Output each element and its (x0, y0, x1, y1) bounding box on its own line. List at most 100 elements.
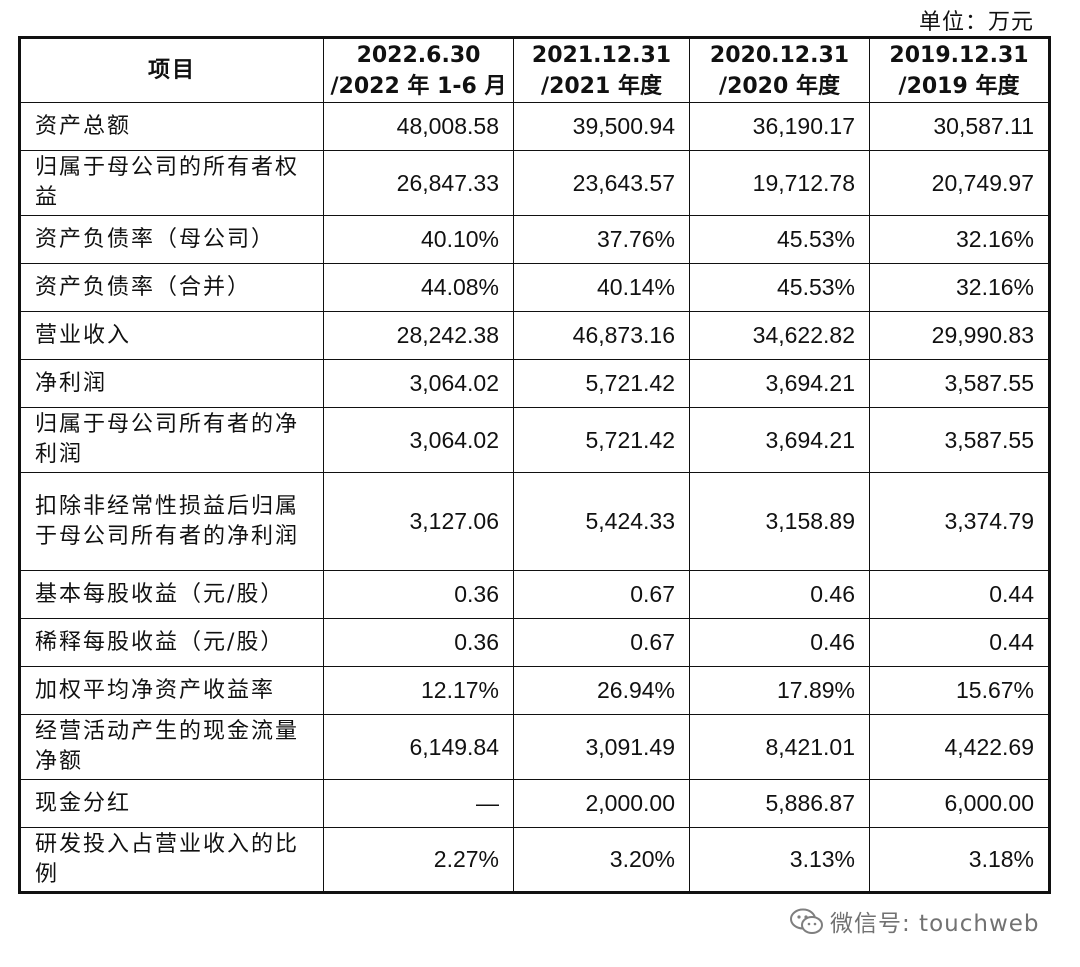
cell-value: 30,587.11 (869, 102, 1050, 151)
header-2019: 2019.12.31/2019 年度 (869, 37, 1050, 103)
table-row: 经营活动产生的现金流量净额 6,149.84 3,091.49 8,421.01 4,4… (19, 714, 1050, 780)
cell-value: 36,190.17 (689, 102, 870, 151)
table-row: 资产负债率（母公司） 40.10% 37.76% 45.53% 32.16% (19, 215, 1050, 264)
cell-value: 45.53% (689, 263, 870, 312)
row-label: 净利润 (19, 359, 324, 408)
cell-value: 15.67% (869, 666, 1050, 715)
cell-value: 3.13% (689, 827, 870, 893)
header-line1: 2020.12.31 (709, 42, 850, 68)
header-line2: /2022 年 1-6 月 (330, 73, 507, 99)
cell-value: 3,587.55 (869, 359, 1050, 408)
cell-value: 3,091.49 (513, 714, 690, 780)
cell-value: 3.20% (513, 827, 690, 893)
cell-value: 19,712.78 (689, 150, 870, 216)
cell-value: 26.94% (513, 666, 690, 715)
row-label: 基本每股收益（元/股） (19, 570, 324, 619)
cell-value: 3,694.21 (689, 407, 870, 473)
cell-value: 5,886.87 (689, 779, 870, 828)
table-row: 加权平均净资产收益率 12.17% 26.94% 17.89% 15.67% (19, 666, 1050, 715)
table-row: 归属于母公司所有者的净利润 3,064.02 5,721.42 3,694.21 3,5… (19, 407, 1050, 473)
row-label: 加权平均净资产收益率 (19, 666, 324, 715)
cell-value: 37.76% (513, 215, 690, 264)
table-row: 资产负债率（合并） 44.08% 40.14% 45.53% 32.16% (19, 263, 1050, 312)
table-row: 归属于母公司的所有者权益 26,847.33 23,643.57 19,712.78 2… (19, 150, 1050, 216)
cell-value: 3,064.02 (323, 407, 514, 473)
cell-value: 40.14% (513, 263, 690, 312)
table-row: 基本每股收益（元/股） 0.36 0.67 0.46 0.44 (19, 570, 1050, 619)
cell-value: 0.67 (513, 618, 690, 667)
row-label: 扣除非经常性损益后归属于母公司所有者的净利润 (19, 472, 324, 571)
cell-value: 29,990.83 (869, 311, 1050, 360)
cell-value: 46,873.16 (513, 311, 690, 360)
cell-value: 5,424.33 (513, 472, 690, 571)
cell-value: 3,374.79 (869, 472, 1050, 571)
header-line2: /2021 年度 (541, 73, 662, 99)
header-item-label: 项目 (147, 58, 196, 83)
cell-value: 39,500.94 (513, 102, 690, 151)
cell-value: 0.44 (869, 570, 1050, 619)
cell-value: 3,587.55 (869, 407, 1050, 473)
cell-value: 8,421.01 (689, 714, 870, 780)
cell-value: 48,008.58 (323, 102, 514, 151)
cell-value: 20,749.97 (869, 150, 1050, 216)
cell-value: 5,721.42 (513, 407, 690, 473)
cell-value: 2,000.00 (513, 779, 690, 828)
row-label: 稀释每股收益（元/股） (19, 618, 324, 667)
cell-value: 0.46 (689, 618, 870, 667)
row-label: 经营活动产生的现金流量净额 (19, 714, 324, 780)
cell-value: 17.89% (689, 666, 870, 715)
table-row: 现金分红 —2,000.00 5,886.87 6,000.00 (19, 779, 1050, 828)
financial-data-table: 项目 2022.6.30/2022 年 1-6 月 2021.12.31/202… (18, 36, 1051, 894)
cell-value: 28,242.38 (323, 311, 514, 360)
cell-value: 40.10% (323, 215, 514, 264)
header-line1: 2019.12.31 (889, 42, 1029, 68)
cell-value: 3,694.21 (689, 359, 870, 408)
header-line2: /2019 年度 (898, 73, 1020, 99)
cell-value: 0.44 (869, 618, 1050, 667)
cell-value: 0.46 (689, 570, 870, 619)
cell-value: 3,127.06 (323, 472, 514, 571)
cell-value: 32.16% (869, 215, 1050, 264)
table-row: 扣除非经常性损益后归属于母公司所有者的净利润 3,127.06 5,424.33 3,… (19, 472, 1050, 571)
table-header-row: 项目 2022.6.30/2022 年 1-6 月 2021.12.31/202… (19, 37, 1050, 103)
cell-value: 23,643.57 (513, 150, 690, 216)
cell-value: 4,422.69 (869, 714, 1050, 780)
row-label: 营业收入 (19, 311, 324, 360)
cell-value: 26,847.33 (323, 150, 514, 216)
row-label: 归属于母公司的所有者权益 (19, 150, 324, 216)
cell-value: 34,622.82 (689, 311, 870, 360)
cell-value: 44.08% (323, 263, 514, 312)
table-row: 营业收入 28,242.38 46,873.16 34,622.82 29,990.83 (19, 311, 1050, 360)
cell-value: 3.18% (869, 827, 1050, 893)
header-line2: /2020 年度 (719, 73, 840, 99)
row-label: 资产负债率（母公司） (19, 215, 324, 264)
cell-value: 3,158.89 (689, 472, 870, 571)
header-item: 项目 (19, 37, 324, 103)
cell-value: 2.27% (323, 827, 514, 893)
table-row: 资产总额 48,008.58 39,500.94 36,190.17 30,587.11 (19, 102, 1050, 151)
cell-value: 12.17% (323, 666, 514, 715)
cell-value: 6,000.00 (869, 779, 1050, 828)
header-2020: 2020.12.31/2020 年度 (689, 37, 870, 103)
header-line1: 2022.6.30 (356, 42, 481, 68)
wechat-icon (790, 908, 824, 942)
header-line1: 2021.12.31 (531, 42, 672, 68)
cell-value: 32.16% (869, 263, 1050, 312)
cell-value: 0.36 (323, 618, 514, 667)
cell-value: 0.67 (513, 570, 690, 619)
unit-label: 单位：万元 (918, 10, 1034, 35)
watermark: 微信号: touchweb (790, 904, 1040, 942)
table-row: 净利润 3,064.02 5,721.42 3,694.21 3,587.55 (19, 359, 1050, 408)
watermark-text: 微信号: touchweb (830, 911, 1040, 937)
cell-value: — (323, 779, 514, 828)
row-label: 归属于母公司所有者的净利润 (19, 407, 324, 473)
row-label: 现金分红 (19, 779, 324, 828)
row-label: 研发投入占营业收入的比例 (19, 827, 324, 893)
header-2021: 2021.12.31/2021 年度 (513, 37, 690, 103)
cell-value: 45.53% (689, 215, 870, 264)
header-2022h1: 2022.6.30/2022 年 1-6 月 (323, 37, 514, 103)
row-label: 资产总额 (19, 102, 324, 151)
cell-value: 6,149.84 (323, 714, 514, 780)
cell-value: 3,064.02 (323, 359, 514, 408)
row-label: 资产负债率（合并） (19, 263, 324, 312)
